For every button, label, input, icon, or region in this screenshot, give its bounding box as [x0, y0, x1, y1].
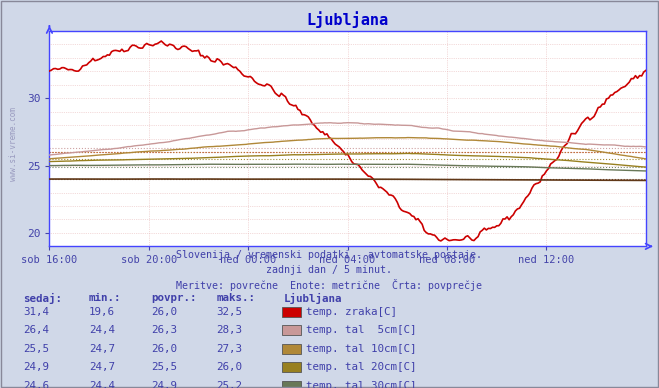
Text: sedaj:: sedaj: [23, 293, 62, 304]
Text: temp. zraka[C]: temp. zraka[C] [306, 307, 397, 317]
Text: temp. tal 10cm[C]: temp. tal 10cm[C] [306, 344, 416, 354]
Text: temp. tal 20cm[C]: temp. tal 20cm[C] [306, 362, 416, 372]
Text: 24,9: 24,9 [23, 362, 49, 372]
Text: 25,2: 25,2 [216, 381, 242, 388]
Text: Slovenija / vremenski podatki - avtomatske postaje.: Slovenija / vremenski podatki - avtomats… [177, 250, 482, 260]
Text: 19,6: 19,6 [89, 307, 115, 317]
Text: zadnji dan / 5 minut.: zadnji dan / 5 minut. [266, 265, 393, 275]
Text: 24,7: 24,7 [89, 344, 115, 354]
Text: 24,9: 24,9 [152, 381, 177, 388]
Text: 25,5: 25,5 [152, 362, 177, 372]
Text: 24,4: 24,4 [89, 325, 115, 335]
Text: 27,3: 27,3 [216, 344, 242, 354]
Text: povpr.:: povpr.: [152, 293, 197, 303]
Text: 26,0: 26,0 [152, 344, 177, 354]
Text: 31,4: 31,4 [23, 307, 49, 317]
Text: 32,5: 32,5 [216, 307, 242, 317]
Text: 24,7: 24,7 [89, 362, 115, 372]
Text: 24,6: 24,6 [23, 381, 49, 388]
Text: min.:: min.: [89, 293, 121, 303]
Text: Meritve: povrečne  Enote: metrične  Črta: povprečje: Meritve: povrečne Enote: metrične Črta: … [177, 279, 482, 291]
Text: www.si-vreme.com: www.si-vreme.com [9, 107, 18, 180]
Text: 26,0: 26,0 [152, 307, 177, 317]
Text: 26,0: 26,0 [216, 362, 242, 372]
Title: Ljubljana: Ljubljana [306, 12, 389, 28]
Text: 26,3: 26,3 [152, 325, 177, 335]
Text: temp. tal  5cm[C]: temp. tal 5cm[C] [306, 325, 416, 335]
Text: 28,3: 28,3 [216, 325, 242, 335]
Text: maks.:: maks.: [216, 293, 255, 303]
Text: 24,4: 24,4 [89, 381, 115, 388]
Text: Ljubljana: Ljubljana [283, 293, 342, 304]
Text: 25,5: 25,5 [23, 344, 49, 354]
Text: temp. tal 30cm[C]: temp. tal 30cm[C] [306, 381, 416, 388]
Text: 26,4: 26,4 [23, 325, 49, 335]
